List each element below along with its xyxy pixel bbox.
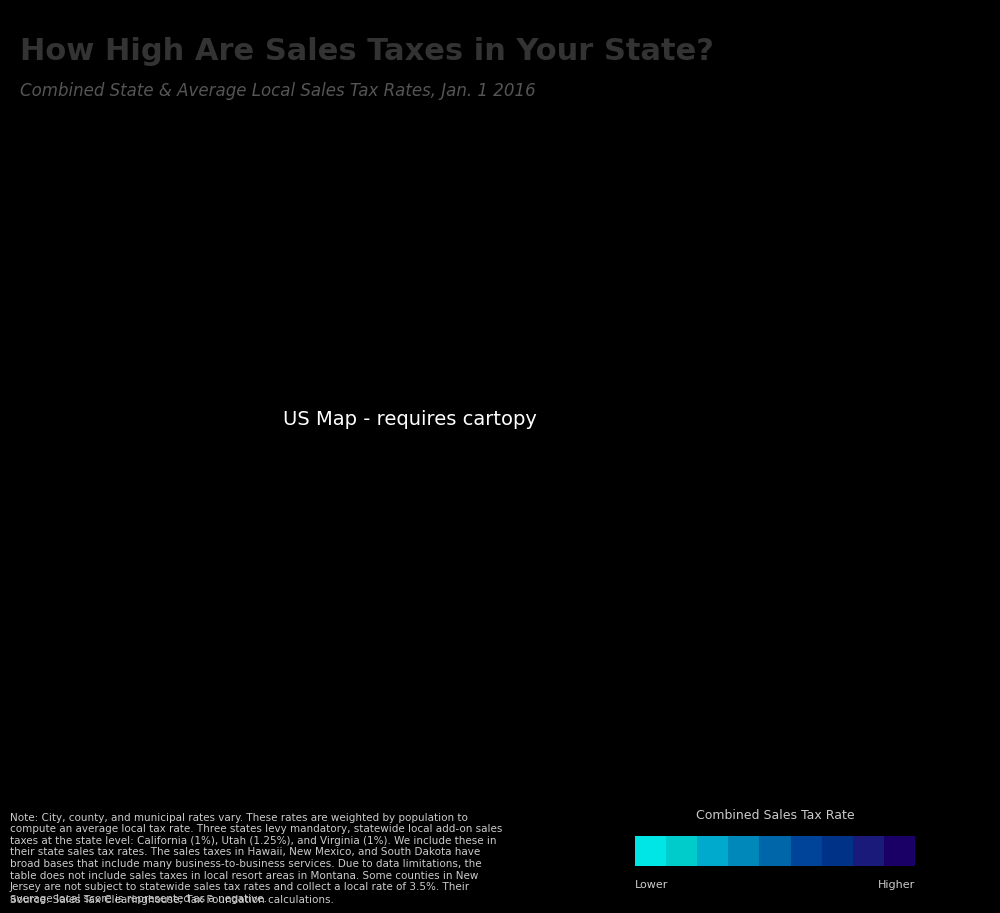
Text: How High Are Sales Taxes in Your State?: How High Are Sales Taxes in Your State? [20,37,714,66]
Text: Combined State & Average Local Sales Tax Rates, Jan. 1 2016: Combined State & Average Local Sales Tax… [20,82,536,100]
Bar [853,836,884,866]
Bar [822,836,853,866]
Bar [759,836,791,866]
Bar [635,836,666,866]
Bar [697,836,728,866]
Text: Note: City, county, and municipal rates vary. These rates are weighted by popula: Note: City, county, and municipal rates … [10,813,502,904]
Bar [666,836,697,866]
Bar [791,836,822,866]
Bar [728,836,759,866]
Text: US Map - requires cartopy: US Map - requires cartopy [283,411,537,429]
Bar [884,836,915,866]
Text: Source: Sales Tax Clearinghouse; Tax Foundation calculations.: Source: Sales Tax Clearinghouse; Tax Fou… [10,895,334,905]
Text: Higher: Higher [878,880,915,890]
Text: Lower: Lower [635,880,668,890]
Text: Combined Sales Tax Rate: Combined Sales Tax Rate [696,809,854,822]
